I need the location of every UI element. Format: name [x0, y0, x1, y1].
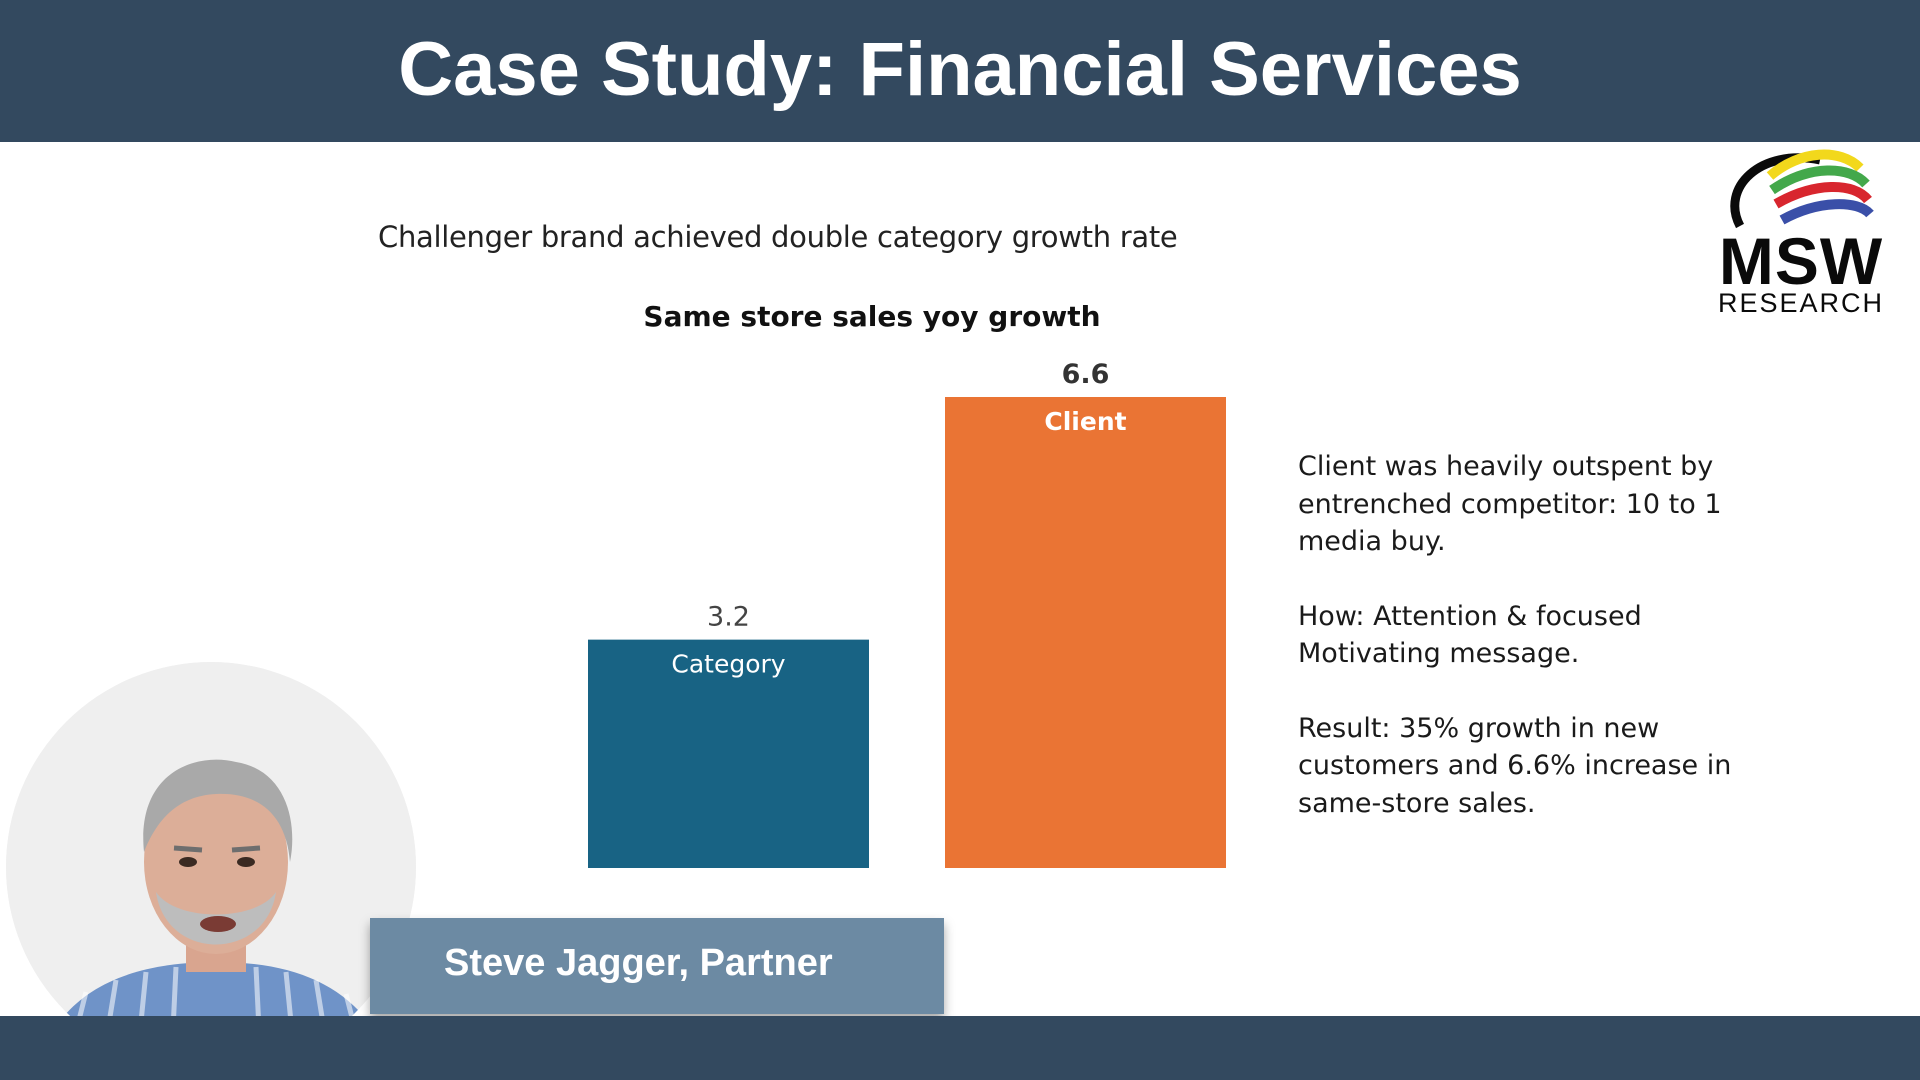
bar-client [945, 397, 1226, 868]
note-how: How: Attention & focused Motivating mess… [1298, 600, 1642, 670]
footer-band [0, 1016, 1920, 1080]
presenter-video [6, 662, 416, 1072]
slide-subtitle: Challenger brand achieved double categor… [378, 220, 1178, 254]
bar-category [588, 639, 869, 868]
slide-title: Case Study: Financial Services [398, 27, 1522, 112]
value-label-client: 6.6 [1062, 359, 1110, 390]
category-label-client: Client [1044, 407, 1126, 436]
presenter-name-bar: Steve Jagger, Partner [370, 918, 944, 1014]
category-label-category: Category [671, 650, 785, 679]
header-band [0, 0, 1920, 142]
notes-panel: Client was heavily outspent by entrenche… [1298, 448, 1758, 859]
msw-research-logo: MSW RESEARCH [1700, 148, 1902, 318]
presenter-avatar [6, 662, 416, 1072]
chart-title: Same store sales yoy growth [643, 300, 1101, 333]
logo-msw-text: MSW [1718, 224, 1884, 298]
logo-research-text: RESEARCH [1717, 288, 1885, 318]
note-outspent: Client was heavily outspent by entrenche… [1298, 451, 1722, 557]
presenter-name: Steve Jagger, Partner [444, 942, 833, 984]
logo-swoosh-icon [1730, 149, 1874, 229]
value-label-category: 3.2 [707, 602, 750, 633]
note-result: Result: 35% growth in new customers and … [1298, 712, 1732, 819]
